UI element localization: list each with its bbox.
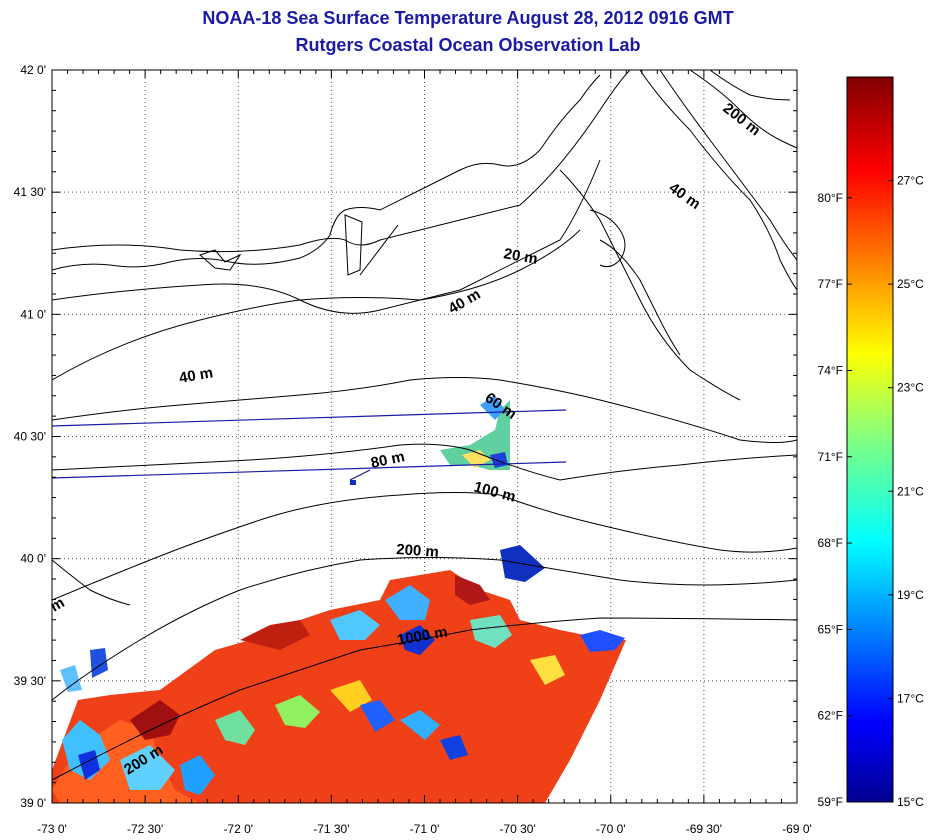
- colorbar: 80°F 77°F 74°F 71°F 68°F 65°F 62°F 59°F 27°C 25°…: [818, 76, 924, 809]
- fahrenheit-label: 71°F: [818, 450, 843, 464]
- lat-tick-label: 42 0': [20, 63, 46, 77]
- lon-tick-label: -69 0': [782, 822, 812, 836]
- contour-label: m: [48, 594, 68, 615]
- fahrenheit-label: 74°F: [818, 363, 843, 377]
- contour-label: 80 m: [369, 448, 406, 472]
- fahrenheit-label: 65°F: [818, 622, 843, 636]
- contour-label: 200 m: [396, 541, 440, 561]
- map-subtitle: Rutgers Coastal Ocean Observation Lab: [295, 35, 641, 55]
- celsius-label: 27°C: [897, 174, 924, 188]
- lat-tick-label: 40 0': [20, 552, 46, 566]
- lon-tick-label: -73 0': [37, 822, 67, 836]
- celsius-label: 23°C: [897, 381, 924, 395]
- fahrenheit-labels: 80°F 77°F 74°F 71°F 68°F 65°F 62°F 59°F: [818, 191, 843, 809]
- axis-ticks: [51, 69, 798, 804]
- fahrenheit-label: 62°F: [818, 709, 843, 723]
- map-title: NOAA-18 Sea Surface Temperature August 2…: [202, 8, 734, 28]
- celsius-labels: 27°C 25°C 23°C 21°C 19°C 17°C 15°C: [897, 174, 924, 809]
- latitude-labels: 42 0' 41 30' 41 0' 40 30' 40 0' 39 30' 39 0': [14, 63, 46, 810]
- lat-tick-label: 41 0': [20, 307, 46, 321]
- colorbar-ticks: [847, 180, 893, 803]
- celsius-label: 21°C: [897, 484, 924, 498]
- lon-tick-label: -72 0': [223, 822, 253, 836]
- celsius-label: 17°C: [897, 691, 924, 705]
- bathymetry-contours: [52, 70, 797, 781]
- contour-label: 100 m: [472, 478, 517, 505]
- celsius-label: 25°C: [897, 277, 924, 291]
- celsius-label: 15°C: [897, 795, 924, 809]
- lon-tick-label: -71 0': [410, 822, 440, 836]
- contour-label: 200 m: [720, 100, 764, 140]
- track-lines: [52, 409, 567, 481]
- lat-tick-label: 40 30': [14, 430, 46, 444]
- celsius-label: 19°C: [897, 588, 924, 602]
- contour-label: 20 m: [502, 245, 539, 268]
- contour-label: 40 m: [666, 179, 704, 213]
- lon-tick-label: -69 30': [686, 822, 722, 836]
- fahrenheit-label: 68°F: [818, 536, 843, 550]
- lon-tick-label: -70 30': [499, 822, 535, 836]
- lon-tick-label: -70 0': [596, 822, 626, 836]
- fahrenheit-label: 80°F: [818, 191, 843, 205]
- lon-tick-label: -71 30': [313, 822, 349, 836]
- longitude-labels: -73 0' -72 30' -72 0' -71 30' -71 0' -70 30' -…: [37, 822, 812, 836]
- lat-tick-label: 39 30': [14, 674, 46, 688]
- lat-tick-label: 39 0': [20, 796, 46, 810]
- fahrenheit-label: 77°F: [818, 277, 843, 291]
- lat-tick-label: 41 30': [14, 185, 46, 199]
- colorbar-gradient: [846, 76, 894, 803]
- sst-swath: [52, 395, 626, 803]
- contour-label: 40 m: [178, 364, 215, 387]
- fahrenheit-label: 59°F: [818, 795, 843, 809]
- lon-tick-label: -72 30': [127, 822, 163, 836]
